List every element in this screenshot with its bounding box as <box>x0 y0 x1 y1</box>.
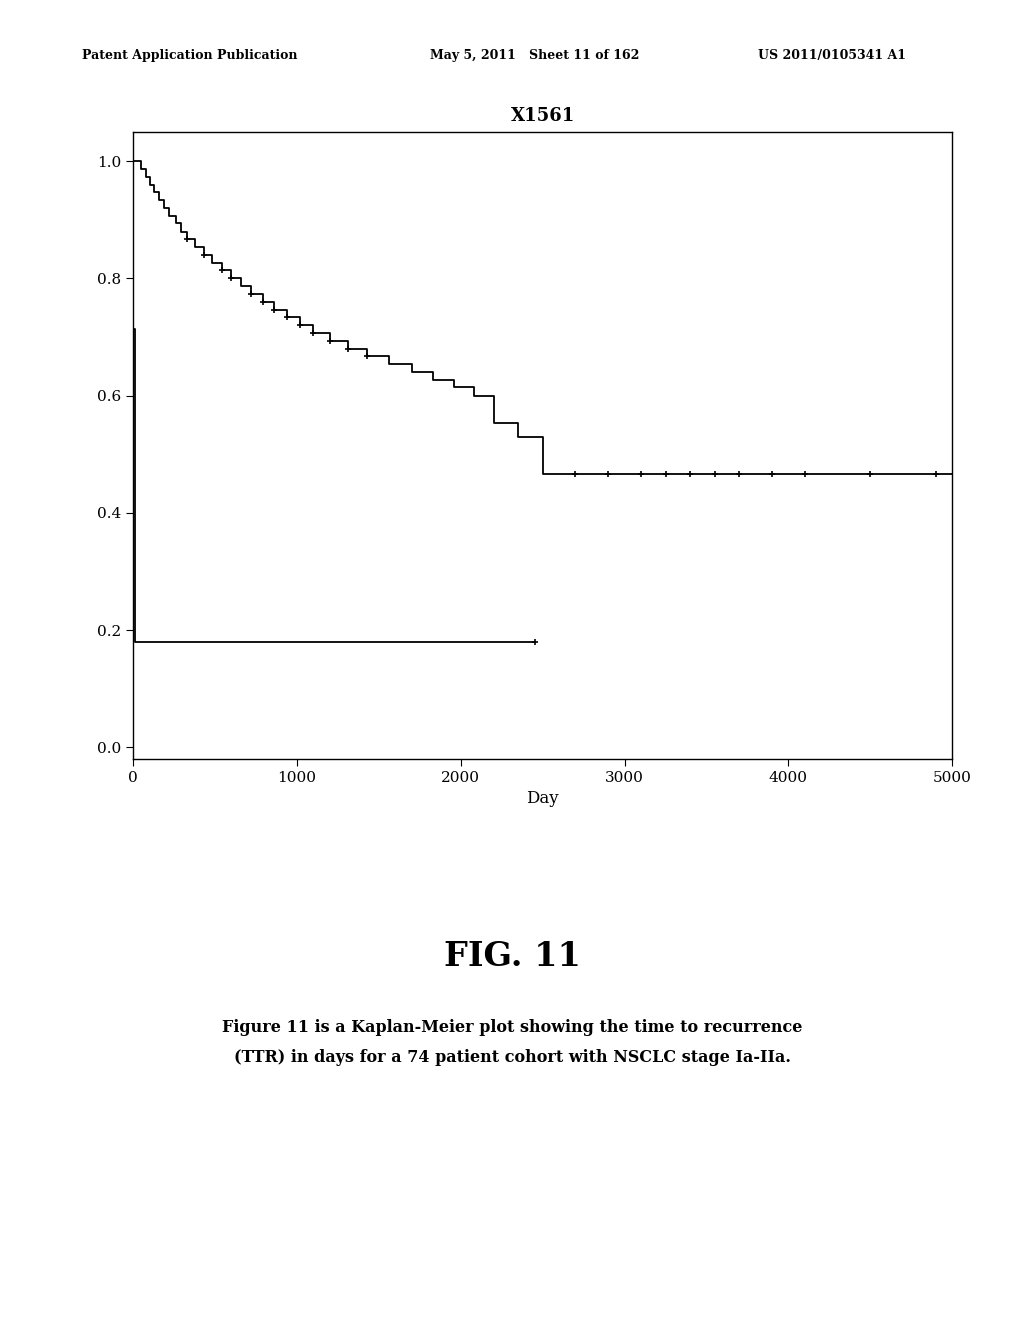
Title: X1561: X1561 <box>511 107 574 125</box>
Text: May 5, 2011   Sheet 11 of 162: May 5, 2011 Sheet 11 of 162 <box>430 49 639 62</box>
Text: (TTR) in days for a 74 patient cohort with NSCLC stage Ia-IIa.: (TTR) in days for a 74 patient cohort wi… <box>233 1049 791 1067</box>
X-axis label: Day: Day <box>526 791 559 808</box>
Text: FIG. 11: FIG. 11 <box>443 940 581 973</box>
Text: Figure 11 is a Kaplan-Meier plot showing the time to recurrence: Figure 11 is a Kaplan-Meier plot showing… <box>222 1019 802 1036</box>
Text: US 2011/0105341 A1: US 2011/0105341 A1 <box>758 49 906 62</box>
Text: Patent Application Publication: Patent Application Publication <box>82 49 297 62</box>
